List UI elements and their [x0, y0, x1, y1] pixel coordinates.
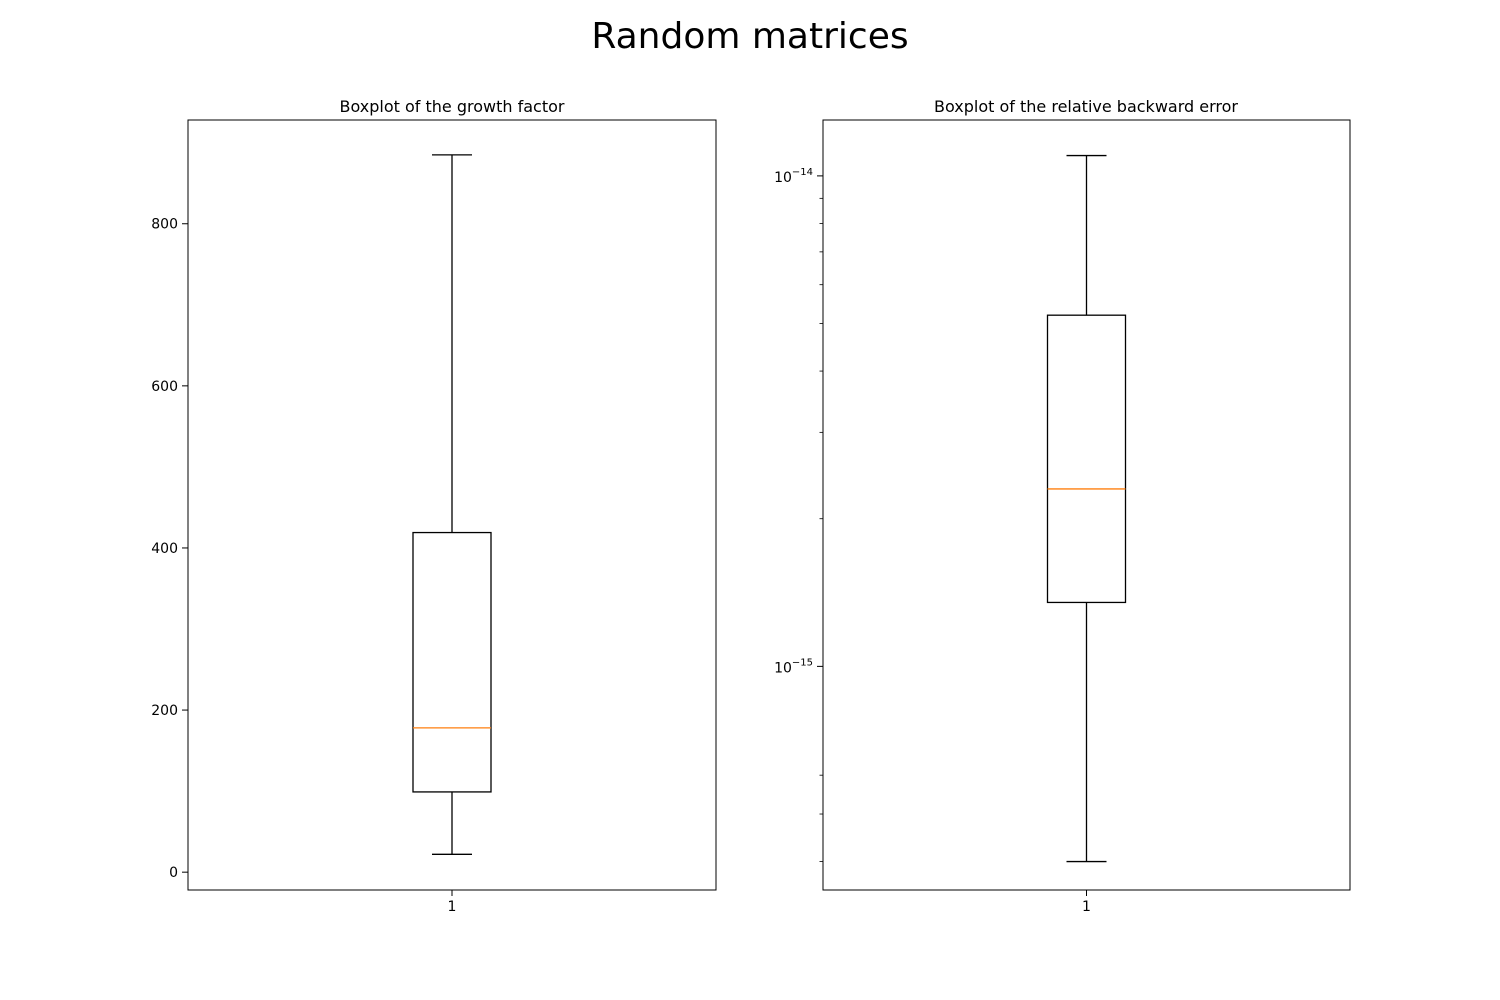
growth-factor-ytick-label: 200	[151, 703, 178, 719]
growth-factor-box	[412, 531, 492, 793]
growth-factor-y-ticks: 0 200 400 600 800	[151, 217, 188, 881]
backward-error-box	[1046, 314, 1127, 604]
growth-factor-ytick-label: 400	[151, 541, 178, 557]
growth-factor-boxplot	[412, 154, 492, 855]
growth-factor-x-ticks: 1	[448, 890, 457, 915]
growth-factor-xtick-label: 1	[448, 899, 457, 915]
backward-error-panel: Boxplot of the relative backward error 1…	[774, 97, 1351, 915]
backward-error-xtick-label: 1	[1082, 899, 1091, 915]
figure-title: Random matrices	[591, 16, 908, 57]
backward-error-boxplot	[1046, 154, 1127, 863]
backward-error-y-ticks: 10−15 10−14	[774, 167, 823, 862]
growth-factor-ytick-label: 600	[151, 379, 178, 395]
backward-error-title: Boxplot of the relative backward error	[934, 97, 1238, 116]
growth-factor-title: Boxplot of the growth factor	[340, 97, 565, 116]
backward-error-ytick-label: 10−14	[774, 167, 813, 186]
backward-error-x-ticks: 1	[1082, 890, 1091, 915]
growth-factor-ytick-label: 0	[169, 865, 178, 881]
growth-factor-ytick-label: 800	[151, 217, 178, 233]
growth-factor-panel: Boxplot of the growth factor 0 200 400 600 8…	[151, 97, 717, 915]
backward-error-ytick-label: 10−15	[774, 657, 813, 676]
